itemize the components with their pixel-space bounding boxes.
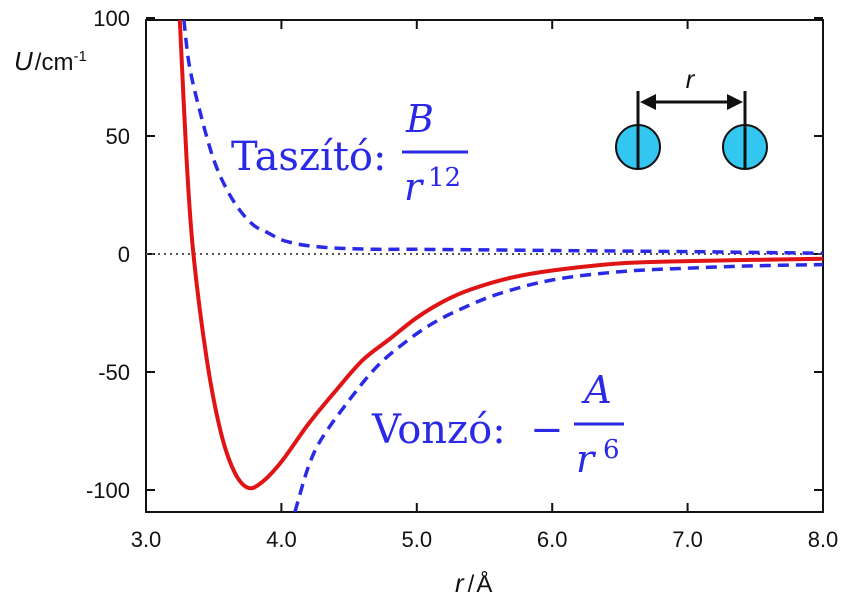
y-tick-label: 100	[93, 6, 130, 31]
attractive-term-line	[293, 262, 824, 513]
attractive-denominator: r	[576, 437, 597, 481]
attractive-annotation: Vonzó: − A r 6	[371, 368, 624, 481]
x-tick-label: 5.0	[402, 527, 433, 552]
x-tick-label: 8.0	[808, 527, 839, 552]
series-layer	[146, 19, 824, 513]
inset-two-atoms-diagram: r	[615, 64, 768, 170]
repulsive-label: Taszító:	[231, 134, 386, 180]
repulsive-annotation: Taszító: B r 12	[231, 97, 468, 209]
x-axis-label: r/Å	[455, 568, 492, 598]
distance-arrowhead-right	[727, 94, 743, 110]
y-tick-label: -100	[86, 478, 130, 503]
attractive-sign: −	[530, 407, 564, 453]
x-tick-label: 6.0	[537, 527, 568, 552]
attractive-numerator: A	[581, 368, 611, 412]
y-axis-label: U/cm-1	[14, 46, 87, 76]
distance-label: r	[686, 64, 696, 94]
x-tick-label: 4.0	[266, 527, 297, 552]
x-tick-label: 7.0	[672, 527, 703, 552]
ticks-layer: 3.0 4.0 5.0 6.0 7.0 8.0 100 50 0 -50 -100	[86, 6, 838, 552]
attractive-exponent: 6	[603, 435, 620, 465]
y-tick-label: 50	[106, 124, 130, 149]
x-tick-label: 3.0	[131, 527, 162, 552]
repulsive-term-line	[182, 19, 824, 256]
total-potential-line	[177, 19, 824, 491]
y-tick-label: 0	[118, 242, 130, 267]
repulsive-exponent: 12	[428, 163, 461, 193]
attractive-label: Vonzó:	[371, 407, 506, 453]
distance-arrowhead-left	[640, 94, 656, 110]
repulsive-denominator: r	[404, 165, 425, 209]
y-tick-label: -50	[98, 360, 130, 385]
repulsive-numerator: B	[405, 97, 434, 141]
